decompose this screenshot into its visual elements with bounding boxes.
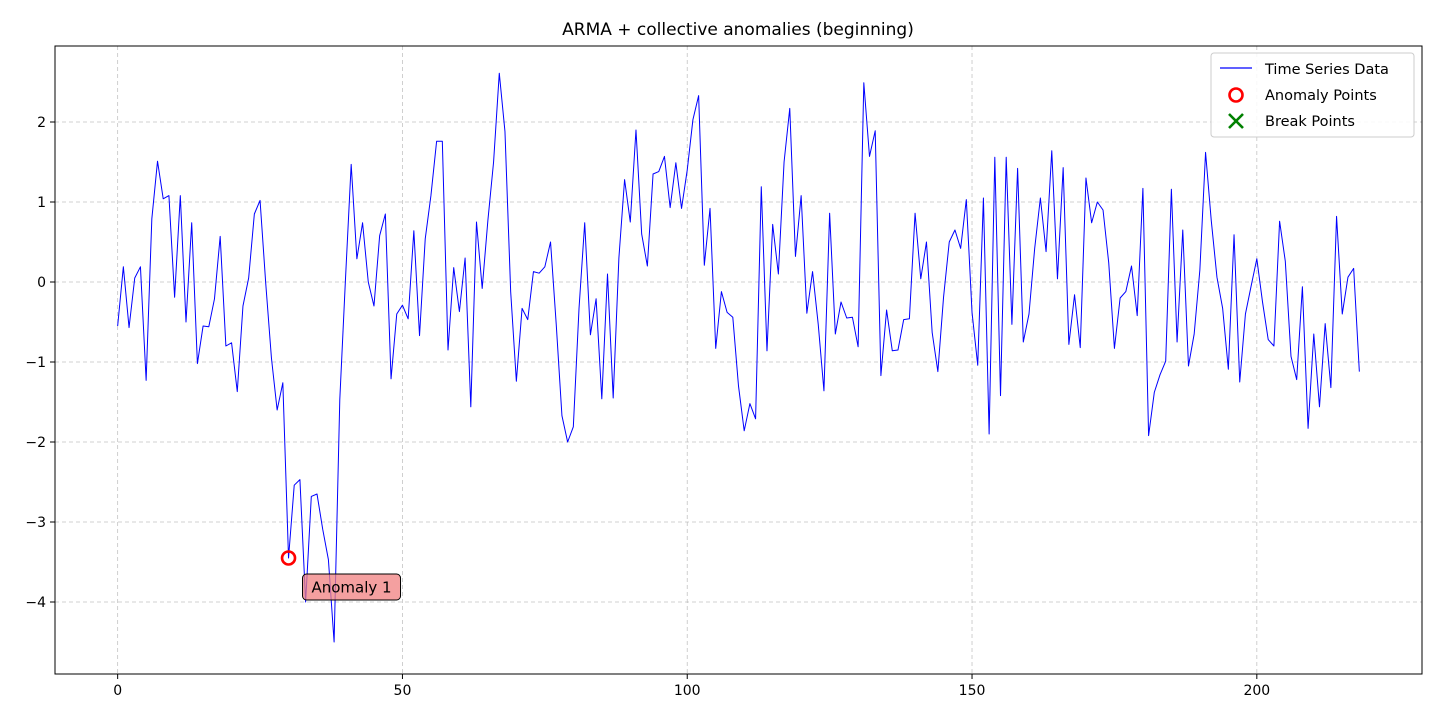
- legend-label-break-points: Break Points: [1265, 114, 1355, 130]
- annotation-layer: Anomaly 1: [302, 573, 402, 601]
- anomaly-point: [280, 550, 297, 566]
- legend-x-marker: [1228, 113, 1244, 129]
- x-tick-label: 0: [113, 683, 122, 699]
- series-layer: [117, 72, 1360, 643]
- x-tick-label: 150: [959, 683, 986, 699]
- legend-label-time-series: Time Series Data: [1264, 62, 1389, 78]
- y-tick-label: 1: [37, 195, 46, 211]
- legend-label-anomaly-points: Anomaly Points: [1265, 88, 1377, 104]
- y-tick-label: −1: [25, 355, 46, 371]
- annotation-box: [302, 573, 402, 601]
- axis-ticks: 0 50 100 150 200 −4 −3 −2 −1 0 1 2: [25, 115, 1270, 699]
- legend: Time Series Data Anomaly Points Break Po…: [1210, 52, 1415, 138]
- y-tick-label: 0: [37, 275, 46, 291]
- series-line-time-series: [117, 72, 1360, 643]
- x-tick-label: 50: [394, 683, 412, 699]
- y-tick-label: −2: [25, 435, 46, 451]
- y-tick-label: −3: [25, 515, 46, 531]
- y-tick-label: −4: [25, 595, 46, 611]
- legend-circle-marker: [1228, 87, 1244, 103]
- x-tick-label: 100: [674, 683, 701, 699]
- legend-box: [1210, 52, 1415, 138]
- plot-frame: [54, 45, 1423, 675]
- grid: [55, 46, 1422, 674]
- annotation-label: Anomaly 1: [311, 579, 391, 597]
- x-tick-label: 200: [1243, 683, 1270, 699]
- chart-title: ARMA + collective anomalies (beginning): [562, 20, 914, 40]
- y-tick-label: 2: [37, 115, 46, 131]
